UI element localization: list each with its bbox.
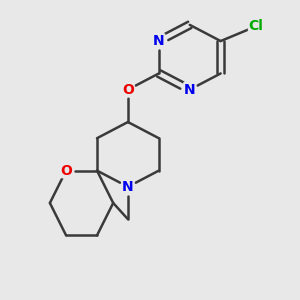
- Text: N: N: [122, 180, 134, 194]
- Text: N: N: [153, 34, 165, 48]
- Text: Cl: Cl: [249, 19, 263, 33]
- Text: O: O: [60, 164, 72, 178]
- Text: N: N: [184, 82, 196, 97]
- Text: O: O: [122, 82, 134, 97]
